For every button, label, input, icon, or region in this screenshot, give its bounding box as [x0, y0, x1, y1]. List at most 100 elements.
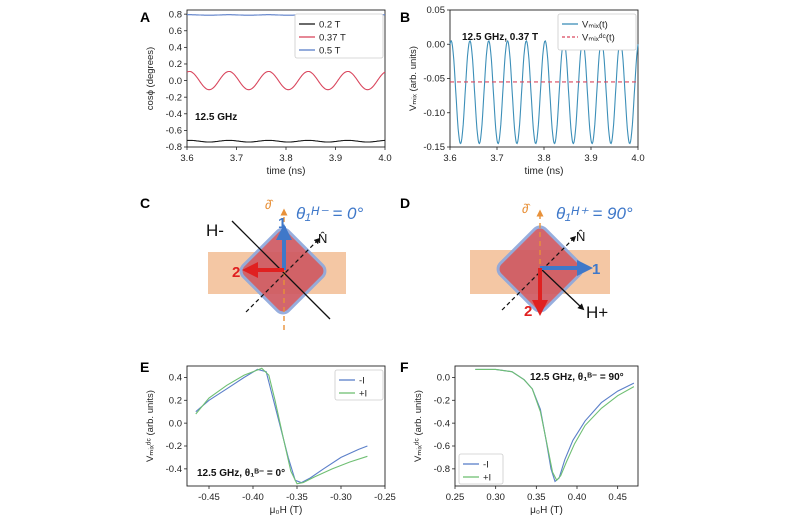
x-axis-label-b: time (ns): [525, 166, 564, 177]
label-n-d: N̂: [576, 229, 585, 244]
y-tick-label-e: 0.2: [169, 395, 182, 406]
series-line-e-1: [195, 367, 368, 485]
y-tick-label-e: -0.2: [166, 441, 182, 452]
label-d-d: ∂̂: [522, 201, 531, 216]
y-tick-label-f: -0.8: [434, 464, 450, 475]
x-tick-label-a: 3.8: [279, 153, 292, 164]
theta-label-d: θ₁ᴴ⁺ = 90°: [556, 204, 633, 223]
diagram-d: 1 2 H+ ∂̂ N̂ θ₁ᴴ⁺ = 90°: [470, 201, 633, 322]
x-tick-label-e: -0.30: [330, 492, 352, 503]
legend-label-b-0: Vₘᵢₓ(t): [582, 20, 608, 31]
x-tick-label-f: 0.40: [568, 492, 587, 503]
x-tick-label-e: -0.40: [242, 492, 264, 503]
y-axis-label-f: Vₘᵢₓᵈᶜ (arb. units): [413, 390, 424, 462]
field-line-d: [539, 267, 585, 311]
x-tick-label-f: 0.30: [486, 492, 505, 503]
y-tick-label-a: 0.8: [169, 9, 182, 20]
x-tick-label-e: -0.25: [374, 492, 396, 503]
x-tick-label-a: 3.7: [230, 153, 243, 164]
plot-frame-e: [186, 365, 386, 487]
chart-b: 3.6 3.7 3.8 3.9 4.0 -0.15 -0.10 -0.05 0.00 0.05 ti…: [408, 5, 645, 177]
x-tick-label-b: 3.8: [537, 153, 550, 164]
legend-label-f-1: +I: [483, 473, 491, 484]
legend-box-a: [294, 13, 384, 59]
y-tick-label-b: 0.05: [427, 5, 446, 16]
panel-letter-b: B: [400, 9, 410, 25]
x-tick-label-a: 3.6: [180, 153, 193, 164]
label-d-c: ∂̂: [265, 197, 274, 212]
annotation-f: 12.5 GHz, θ₁ᴮ⁻ = 90°: [530, 372, 624, 383]
label-1-c: 1: [278, 215, 286, 232]
panel-letter-e: E: [140, 359, 149, 375]
y-tick-label-a: 0.4: [169, 43, 182, 54]
y-tick-label-a: -0.2: [166, 92, 182, 103]
annotation-e: 12.5 GHz, θ₁ᴮ⁻ = 0°: [197, 468, 285, 479]
x-tick-label-f: 0.25: [446, 492, 465, 503]
x-tick-label-b: 3.7: [490, 153, 503, 164]
y-tick-label-f: -0.2: [434, 395, 450, 406]
label-field-c: H-: [206, 221, 224, 240]
y-tick-label-b: -0.15: [423, 142, 445, 153]
legend-box-f: [458, 453, 504, 485]
legend-label-b-1: Vₘᵢₓᵈᶜ(t): [582, 33, 615, 44]
x-axis-label-f: μ₀H (T): [530, 505, 563, 516]
chart-a: 3.6 3.7 3.8 3.9 4.0 -0.8 -0.6 -0.4 -0.2 0.0 0.2 0.4…: [145, 9, 392, 177]
annotation-a: 12.5 GHz: [195, 112, 237, 123]
label-1-d: 1: [592, 261, 600, 278]
x-tick-label-a: 4.0: [378, 153, 391, 164]
x-axis-label-a: time (ns): [267, 166, 306, 177]
x-tick-label-e: -0.45: [198, 492, 220, 503]
x-tick-label-b: 4.0: [631, 153, 644, 164]
label-field-d: H+: [586, 303, 608, 322]
x-tick-label-e: -0.35: [286, 492, 308, 503]
diagram-c: 1 2 H- ∂̂ N̂ θ₁ᴴ⁻ = 0°: [206, 197, 363, 330]
y-tick-label-f: -0.4: [434, 418, 450, 429]
series-line-f-1: [475, 368, 635, 482]
y-tick-label-a: 0.2: [169, 59, 182, 70]
y-tick-label-a: 0.6: [169, 26, 182, 37]
legend-label-e-1: +I: [359, 389, 367, 400]
series-line-a-0: [187, 139, 385, 143]
y-tick-label-f: -0.6: [434, 441, 450, 452]
y-tick-label-e: 0.4: [169, 373, 182, 384]
legend-label-f-0: -I: [483, 460, 489, 471]
axis-n-c: [245, 237, 321, 313]
chart-f: 0.25 0.30 0.35 0.40 0.45 -0.8 -0.6 -0.4 -0.2 0.0 μ…: [413, 365, 639, 516]
y-tick-label-f: 0.0: [437, 373, 450, 384]
x-tick-label-a: 3.9: [329, 153, 342, 164]
legend-label-a-2: 0.5 T: [319, 46, 341, 57]
panel-letter-d: D: [400, 195, 410, 211]
y-tick-label-e: -0.4: [166, 464, 182, 475]
x-tick-label-b: 3.6: [443, 153, 456, 164]
label-n-c: N̂: [318, 231, 327, 246]
series-line-b-0: [449, 39, 639, 145]
x-tick-label-f: 0.45: [608, 492, 627, 503]
x-axis-label-e: μ₀H (T): [270, 505, 303, 516]
theta-label-c: θ₁ᴴ⁻ = 0°: [296, 204, 363, 223]
y-tick-label-a: -0.4: [166, 109, 182, 120]
legend-label-a-1: 0.37 T: [319, 33, 346, 44]
plot-frame-f: [454, 365, 639, 487]
legend-label-a-0: 0.2 T: [319, 20, 341, 31]
legend-label-e-0: -I: [359, 376, 365, 387]
panel-letter-c: C: [140, 195, 150, 211]
chart-e: -0.45 -0.40 -0.35 -0.30 -0.25 -0.4 -0.2 0.0 0.2 0…: [145, 365, 396, 516]
panel-letter-a: A: [140, 9, 150, 25]
y-tick-label-b: 0.00: [427, 39, 446, 50]
y-tick-label-a: -0.8: [166, 142, 182, 153]
y-tick-label-a: 0.0: [169, 76, 182, 87]
y-axis-label-e: Vₘᵢₓᵈᶜ (arb. units): [145, 390, 156, 462]
y-tick-label-b: -0.10: [423, 108, 445, 119]
y-tick-label-e: 0.0: [169, 418, 182, 429]
legend-box-b: [557, 13, 637, 51]
panel-letter-f: F: [400, 359, 409, 375]
series-line-a-1: [186, 70, 386, 91]
y-axis-label-a: cosϕ (degrees): [145, 47, 156, 110]
annotation-b: 12.5 GHz, 0.37 T: [462, 32, 538, 43]
label-2-d: 2: [524, 303, 532, 320]
y-axis-label-b: Vₘᵢₓ (arb. units): [408, 46, 419, 111]
x-tick-label-b: 3.9: [584, 153, 597, 164]
label-2-c: 2: [232, 264, 240, 281]
y-tick-label-a: -0.6: [166, 126, 182, 137]
